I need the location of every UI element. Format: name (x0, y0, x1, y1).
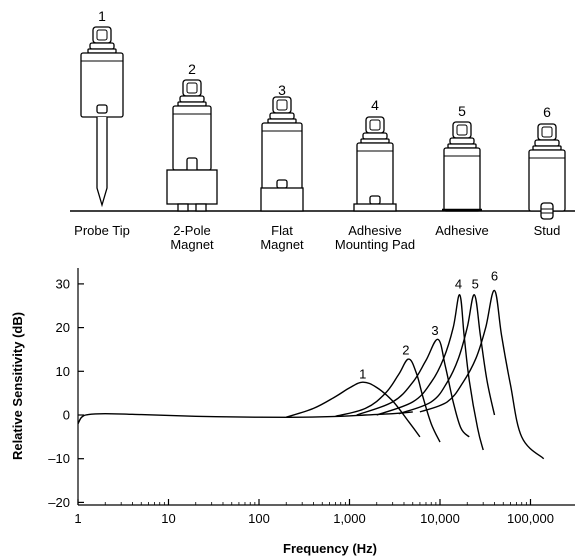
accelerometer-5-icon (443, 121, 481, 212)
x-axis-ticks: 1 10 100 1,000 10,000 100,000 (74, 499, 554, 526)
curve-6 (419, 289, 545, 460)
curve-3 (356, 338, 470, 438)
mount-label-4: Mounting Pad (335, 237, 415, 252)
x-tick-label: 100 (248, 511, 270, 526)
mount-label-4: Adhesive (348, 223, 401, 238)
mount-number-4: 4 (371, 97, 379, 113)
y-tick-label: 0 (63, 408, 70, 423)
y-axis-label: Relative Sensitivity (dB) (10, 312, 25, 460)
mount-label-3: Flat (271, 223, 293, 238)
x-tick-label: 1,000 (333, 511, 366, 526)
curve-label-3: 3 (431, 323, 438, 338)
mount-label-2: 2-Pole (173, 223, 211, 238)
curves-group (77, 289, 545, 460)
curve-5 (398, 294, 496, 416)
curve-1 (285, 381, 421, 438)
accelerometer-3-icon (260, 96, 304, 212)
mount-label-2: Magnet (170, 237, 214, 252)
curve-label-5: 5 (472, 276, 479, 291)
accelerometer-4-icon (353, 116, 397, 212)
mount-label-5: Adhesive (435, 223, 488, 238)
mount-number-1: 1 (98, 8, 106, 24)
mount-number-2: 2 (188, 61, 196, 77)
curve-label-4: 4 (455, 276, 462, 291)
mount-label-3: Magnet (260, 237, 304, 252)
x-tick-label: 10,000 (420, 511, 460, 526)
mount-number-5: 5 (458, 103, 466, 119)
y-tick-label: –20 (48, 495, 70, 510)
curve-4 (376, 294, 484, 451)
x-tick-label: 1 (74, 511, 81, 526)
x-tick-label: 10 (161, 511, 175, 526)
shared-low-frequency-curve (77, 411, 413, 425)
curve-labels-group: 1 2 3 4 56 (359, 268, 498, 381)
mount-label-1: Probe Tip (74, 223, 130, 238)
mount-number-6: 6 (543, 104, 551, 120)
x-axis-label: Frequency (Hz) (283, 541, 377, 556)
y-tick-label: 30 (56, 276, 70, 291)
accelerometer-6-icon (528, 123, 566, 220)
y-tick-label: 10 (56, 364, 70, 379)
accelerometer-1-icon (80, 26, 124, 208)
accelerometer-2-icon (166, 79, 218, 212)
y-tick-label: –10 (48, 451, 70, 466)
y-axis-ticks: 30 20 10 0 –10 –20 (48, 276, 84, 510)
x-tick-label: 100,000 (507, 511, 554, 526)
curve-2 (335, 358, 441, 443)
mount-number-3: 3 (278, 82, 286, 98)
curve-label-2: 2 (402, 343, 409, 358)
curve-label-1: 1 (359, 367, 366, 382)
curve-label-6: 6 (491, 268, 498, 283)
y-tick-label: 20 (56, 320, 70, 335)
mount-label-6: Stud (534, 223, 561, 238)
